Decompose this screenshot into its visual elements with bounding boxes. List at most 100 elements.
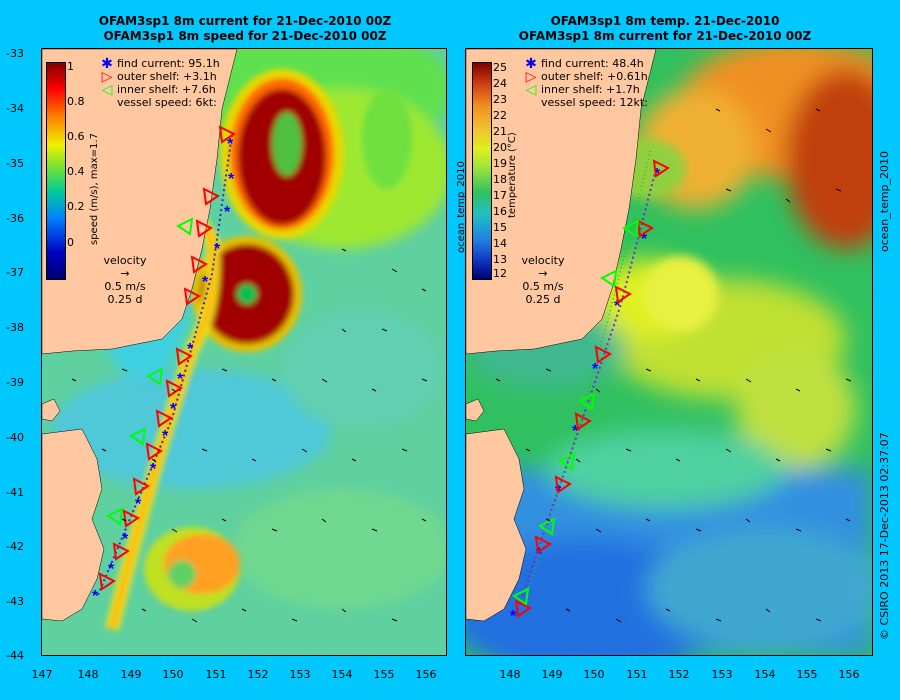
right-colorbar-label: temperature (°C) — [507, 132, 518, 218]
svg-text:*: * — [572, 423, 579, 440]
svg-text:*: * — [614, 298, 621, 315]
right-velocity-scale: 0.5 m/s — [522, 280, 564, 293]
x-label: 148 — [499, 668, 521, 681]
x-label: 154 — [754, 668, 776, 681]
right-legend-vessel: vessel speed: 12kt: — [541, 95, 648, 109]
x-label: 152 — [247, 668, 269, 681]
y-label: -44 — [6, 649, 24, 662]
svg-text:*: * — [177, 371, 184, 388]
svg-text:*: * — [224, 204, 231, 221]
right-cb-tick: 20 — [493, 141, 507, 154]
y-label: -39 — [6, 376, 24, 389]
y-label: -33 — [6, 47, 24, 60]
right-cb-tick: 15 — [493, 221, 507, 234]
right-cb-tick: 25 — [493, 61, 507, 74]
left-cb-tick: 0 — [67, 236, 74, 249]
x-label: 151 — [626, 668, 648, 681]
left-legend-find: find current: 95.1h — [117, 56, 220, 70]
svg-text:*: * — [510, 608, 517, 625]
right-title-line2: OFAM3sp1 8m current for 21-Dec-2010 00Z — [518, 29, 812, 43]
right-colorbar — [472, 62, 492, 280]
left-velocity-key: velocity → 0.5 m/s 0.25 d — [100, 254, 150, 306]
svg-text:*: * — [641, 231, 648, 248]
svg-text:*: * — [108, 561, 115, 578]
left-title-line2: OFAM3sp1 8m speed for 21-Dec-2010 00Z — [103, 29, 387, 43]
outer-shelf-marker-icon: ▷ — [525, 68, 537, 85]
right-legend: ✱ find current: 48.4h ▷ outer shelf: +0.61… — [521, 57, 648, 109]
svg-text:*: * — [187, 341, 194, 358]
left-legend-inner: inner shelf: +7.6h — [117, 82, 216, 96]
left-panel-title: OFAM3sp1 8m current for 21-Dec-2010 00Z … — [35, 14, 455, 44]
left-colorbar — [46, 62, 66, 280]
svg-text:*: * — [536, 546, 543, 563]
y-label: -37 — [6, 266, 24, 279]
right-land-tasmania — [466, 428, 527, 622]
left-cb-tick: 0.2 — [67, 200, 85, 213]
right-velocity-title: velocity — [521, 254, 565, 267]
svg-text:*: * — [162, 428, 169, 445]
left-velocity-arrows — [71, 248, 428, 623]
y-label: -43 — [6, 595, 24, 608]
right-velocity-arrows — [495, 108, 852, 623]
x-label: 150 — [583, 668, 605, 681]
left-cb-tick: 0.8 — [67, 95, 85, 108]
right-cb-tick: 14 — [493, 237, 507, 250]
svg-text:*: * — [92, 588, 99, 605]
right-cb-tick: 24 — [493, 77, 507, 90]
x-label: 148 — [77, 668, 99, 681]
left-legend-vessel: vessel speed: 6kt: — [117, 95, 217, 109]
y-label: -38 — [6, 321, 24, 334]
right-legend-outer: outer shelf: +0.61h — [541, 69, 648, 83]
x-label: 153 — [289, 668, 311, 681]
find-current-marker-icon: ✱ — [101, 55, 113, 72]
left-cb-tick: 1 — [67, 60, 74, 73]
left-route-markers: * * * * * * * * * * * * * * — [92, 125, 236, 605]
right-panel-title: OFAM3sp1 8m temp. 21-Dec-2010 OFAM3sp1 8… — [455, 14, 875, 44]
find-current-marker-icon: ✱ — [525, 55, 537, 72]
right-route-markers: * * * * * * * * — [510, 159, 670, 625]
x-label: 156 — [415, 668, 437, 681]
y-label: -40 — [6, 431, 24, 444]
left-cb-tick: 0.4 — [67, 165, 85, 178]
x-label: 156 — [838, 668, 860, 681]
y-label: -42 — [6, 540, 24, 553]
svg-text:*: * — [214, 241, 221, 258]
svg-text:*: * — [122, 531, 129, 548]
svg-text:*: * — [202, 274, 209, 291]
x-label: 153 — [711, 668, 733, 681]
x-label: 155 — [373, 668, 395, 681]
svg-text:*: * — [228, 171, 235, 188]
copyright-timestamp-label: © CSIRO 2013 17-Dec-2013 02:37:07 — [878, 432, 891, 640]
left-legend: ✱ find current: 95.1h ▷ outer shelf: +3.1h… — [97, 57, 220, 109]
right-map-svg: * * * * * * * * — [466, 49, 872, 655]
x-label: 149 — [541, 668, 563, 681]
right-cb-tick: 21 — [493, 125, 507, 138]
right-cb-tick: 13 — [493, 253, 507, 266]
x-label: 149 — [120, 668, 142, 681]
x-label: 152 — [668, 668, 690, 681]
right-cb-tick: 19 — [493, 157, 507, 170]
left-cb-tick: 0.6 — [67, 130, 85, 143]
right-cb-tick: 16 — [493, 205, 507, 218]
right-legend-find: find current: 48.4h — [541, 56, 644, 70]
outer-shelf-marker-icon: ▷ — [101, 68, 113, 85]
right-cb-tick: 18 — [493, 173, 507, 186]
x-label: 150 — [162, 668, 184, 681]
right-colorbar-side-label: ocean_temp_2010 — [456, 161, 467, 253]
right-legend-inner: inner shelf: +1.7h — [541, 82, 640, 96]
svg-text:*: * — [150, 461, 157, 478]
svg-text:*: * — [592, 361, 599, 378]
x-label: 155 — [796, 668, 818, 681]
left-legend-outer: outer shelf: +3.1h — [117, 69, 217, 83]
velocity-arrow-icon: → — [538, 267, 548, 280]
y-label: -34 — [6, 102, 24, 115]
right-cb-tick: 12 — [493, 267, 507, 280]
y-label: -36 — [6, 212, 24, 225]
right-cb-tick: 17 — [493, 189, 507, 202]
right-cb-tick: 22 — [493, 109, 507, 122]
right-velocity-key: velocity → 0.5 m/s 0.25 d — [518, 254, 568, 306]
right-land-island — [466, 398, 485, 422]
left-land-tasmania — [42, 428, 105, 622]
y-label: -35 — [6, 157, 24, 170]
inner-shelf-marker-icon: ◁ — [525, 81, 537, 98]
